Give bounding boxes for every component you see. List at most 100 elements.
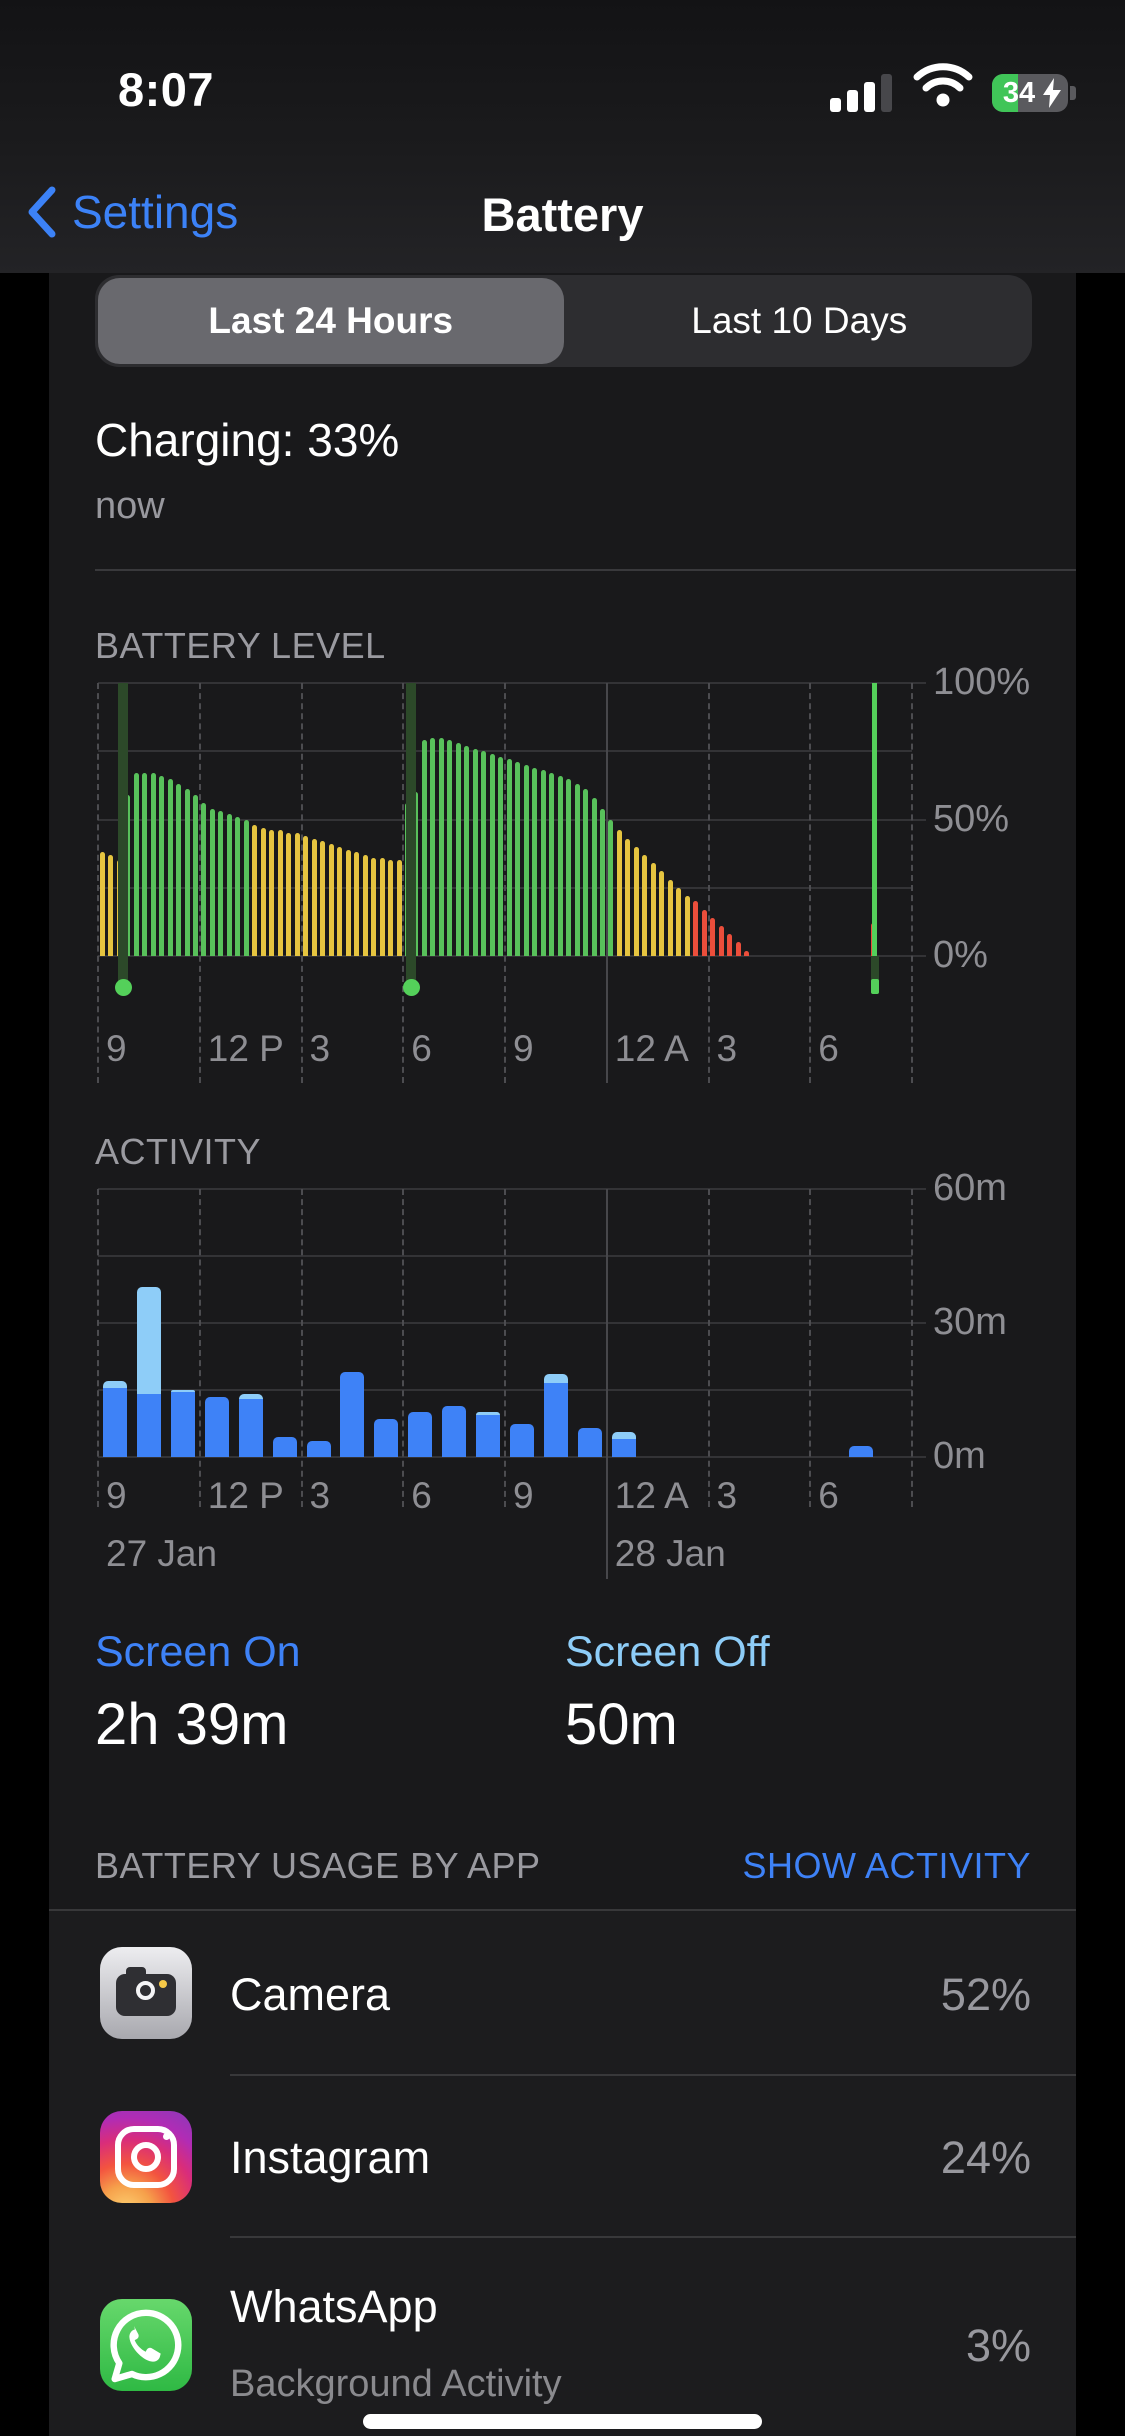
activity-bar [577, 1189, 602, 1457]
gridline-v [300, 683, 303, 1083]
battery-level-bar [566, 778, 572, 956]
gridline-h [98, 682, 926, 684]
gridline-v [402, 683, 405, 1083]
battery-percent-text: 34 [1002, 77, 1036, 109]
activity-bar [543, 1189, 568, 1457]
battery-level-bar [608, 819, 614, 956]
battery-level-bar [540, 770, 546, 956]
activity-bar [306, 1189, 331, 1457]
screen-on-segment [204, 1396, 229, 1457]
y-axis-label: 100% [933, 661, 1031, 703]
app-row-whatsapp[interactable]: WhatsApp Background Activity 3% [49, 2238, 1076, 2436]
charge-event-marker [406, 683, 417, 986]
screen-on-segment [272, 1436, 297, 1457]
battery-level-bar [235, 816, 241, 956]
date-label: 27 Jan [106, 1533, 218, 1574]
chevron-left-icon [28, 186, 56, 238]
battery-level-bar [379, 857, 385, 956]
battery-level-bar [633, 846, 639, 956]
screen-on-segment [476, 1414, 501, 1457]
gridline-h [98, 1322, 926, 1324]
screen-off-segment [611, 1432, 636, 1440]
activity-bar [849, 1189, 874, 1457]
gridline-v [605, 1189, 608, 1579]
battery-level-bar [277, 830, 283, 956]
screen-on-segment [577, 1427, 602, 1457]
gridline-v [707, 1189, 710, 1507]
app-name: WhatsApp [230, 2281, 438, 2332]
battery-level-bar [684, 895, 690, 956]
screen-on-segment [238, 1398, 263, 1457]
battery-level-bar [354, 852, 360, 956]
battery-level-bar [99, 852, 105, 956]
app-usage-subtitle: Background Activity [230, 2363, 562, 2405]
camera-app-icon [100, 1947, 192, 2039]
screen-on-segment [543, 1383, 568, 1457]
charge-event-marker [118, 683, 129, 986]
battery-level-bar [303, 835, 309, 956]
battery-level-chart: 100% 50% 0% 9 12 P 3 6 9 12 A 3 6 [49, 661, 1076, 1113]
gridline-h [98, 1188, 926, 1190]
screen-on-value: 2h 39m [95, 1692, 289, 1757]
battery-level-bar [557, 775, 563, 956]
battery-level-bar [294, 833, 300, 956]
activity-bar [340, 1189, 365, 1457]
battery-level-bar [464, 745, 470, 956]
battery-level-bar [676, 887, 682, 956]
screen-on-segment [306, 1441, 331, 1457]
content-area: Last 24 Hours Last 10 Days Charging: 33%… [49, 273, 1076, 2436]
gridline-h [98, 955, 926, 957]
navigation-bar: Settings Battery [0, 185, 1125, 255]
charging-status-title: Charging: 33% [95, 414, 400, 466]
gridline-h [98, 818, 926, 821]
home-indicator[interactable] [363, 2414, 762, 2429]
gridline-v [300, 1189, 303, 1507]
x-axis-label: 6 [411, 1475, 432, 1516]
battery-level-bar [184, 789, 190, 956]
x-axis-label: 9 [106, 1028, 127, 1069]
activity-chart: 60m 30m 0m 9 12 P 3 6 9 12 A 3 6 27 Jan 28 Jan [49, 1167, 1076, 1609]
battery-level-bar [269, 830, 275, 956]
app-row-camera[interactable]: Camera 52% [49, 1911, 1076, 2076]
gridline-v [504, 683, 506, 1083]
battery-level-bar [489, 753, 495, 956]
battery-level-bar [193, 794, 198, 956]
gridline-v [809, 683, 812, 1083]
gridline-v [97, 683, 99, 1083]
battery-level-bar [591, 797, 597, 956]
x-axis-label: 3 [716, 1028, 738, 1069]
screen-on-segment [442, 1405, 467, 1457]
top-bar: 8:07 34 [0, 0, 1125, 273]
battery-level-bar [523, 764, 529, 956]
x-axis-label: 3 [309, 1475, 331, 1516]
battery-level-bar [243, 819, 249, 956]
battery-level-bar [650, 863, 656, 956]
activity-bar [408, 1189, 433, 1457]
activity-bar [442, 1189, 467, 1457]
gridline-v [707, 683, 710, 1083]
gridline-v [911, 1189, 913, 1507]
show-activity-button[interactable]: SHOW ACTIVITY [742, 1845, 1031, 1886]
activity-bar [476, 1189, 501, 1457]
activity-bar [238, 1189, 263, 1457]
back-label[interactable]: Settings [72, 186, 239, 238]
activity-bar [374, 1189, 399, 1457]
battery-level-bar [438, 737, 444, 956]
divider [95, 569, 1076, 571]
battery-level-bar [328, 844, 334, 956]
x-axis-label: 3 [716, 1475, 738, 1516]
app-row-instagram[interactable]: Instagram 24% [49, 2076, 1076, 2238]
back-button[interactable]: Settings [28, 185, 238, 239]
battery-level-bar [506, 759, 512, 956]
gridline-v [809, 1189, 812, 1507]
app-name: Camera [230, 1969, 391, 2020]
tab-last-10-days[interactable]: Last 10 Days [691, 300, 908, 341]
activity-bar [170, 1189, 195, 1457]
battery-level-bar [574, 784, 580, 956]
battery-level-bar [142, 773, 148, 956]
screen-off-segment [238, 1394, 263, 1399]
tab-last-24-hours[interactable]: Last 24 Hours [98, 278, 564, 364]
charge-start-tick [870, 979, 879, 994]
y-axis-label: 30m [933, 1301, 1007, 1343]
